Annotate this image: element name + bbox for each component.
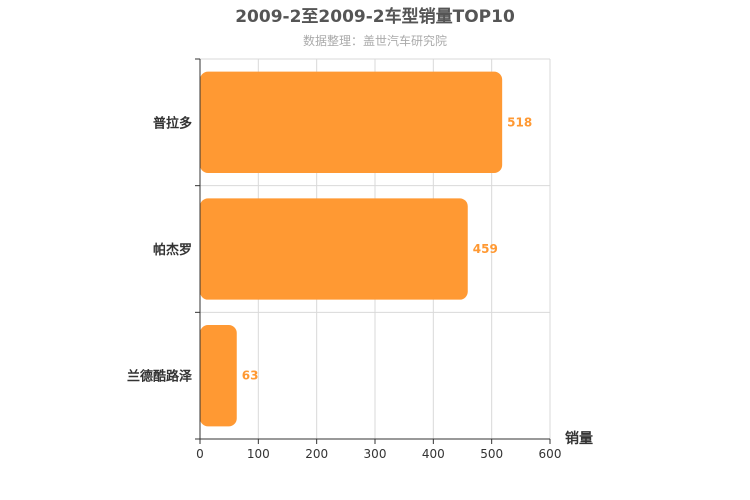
bar-1 xyxy=(200,198,468,300)
x-tick-label-5: 500 xyxy=(480,447,503,461)
category-label-2: 兰德酷路泽 xyxy=(127,369,193,385)
data-label-2: 63 xyxy=(242,369,259,383)
chart-subtitle: 数据整理：盖世汽车研究院 xyxy=(303,33,447,48)
labels-group: 518 普拉多 459 帕杰罗 63 兰德酷路泽 0 100 200 300 400 500 600 xyxy=(127,115,561,461)
chart-title: 2009-2至2009-2车型销量TOP10 xyxy=(235,6,515,27)
x-tick-label-0: 0 xyxy=(196,447,204,461)
data-label-1: 459 xyxy=(473,242,498,256)
x-tick-label-4: 400 xyxy=(422,447,445,461)
category-label-1: 帕杰罗 xyxy=(153,242,192,258)
bars-group xyxy=(200,71,503,427)
bar-0 xyxy=(200,71,503,173)
bar-2 xyxy=(200,325,237,427)
x-tick-label-3: 300 xyxy=(364,447,387,461)
x-tick-label-2: 200 xyxy=(305,447,328,461)
x-tick-label-1: 100 xyxy=(247,447,270,461)
data-label-0: 518 xyxy=(507,115,532,129)
category-label-0: 普拉多 xyxy=(153,115,192,131)
x-tick-label-6: 600 xyxy=(539,447,562,461)
axes-group xyxy=(195,58,551,444)
x-axis-title: 销量 xyxy=(565,430,593,447)
